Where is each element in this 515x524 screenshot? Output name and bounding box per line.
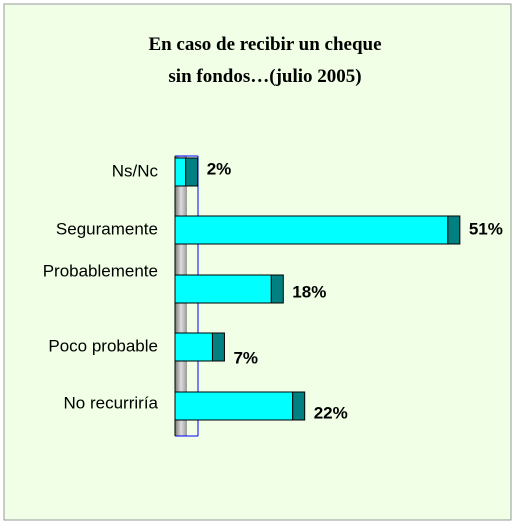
value-label: 51% [469, 219, 503, 238]
category-label: Seguramente [56, 219, 158, 238]
bar-side [185, 157, 199, 187]
value-label: 18% [292, 282, 326, 301]
value-label: 2% [207, 159, 232, 178]
category-label: Ns/Nc [112, 161, 159, 180]
bar [174, 157, 187, 187]
background [3, 3, 512, 521]
category-label: Probablemente [43, 261, 158, 280]
category-label: Poco probable [48, 336, 158, 355]
bar-side [292, 391, 306, 421]
value-label: 22% [314, 403, 348, 422]
bar [174, 391, 294, 421]
category-label: No recurriría [64, 393, 159, 412]
bar [174, 274, 272, 304]
bar-side [270, 274, 284, 304]
bar-side [447, 215, 461, 245]
bar [174, 332, 213, 362]
value-label: 7% [233, 348, 258, 367]
bar-side [211, 332, 225, 362]
bar [174, 215, 449, 245]
chart-title: En caso de recibir un cheque sin fondos…(… [148, 34, 381, 87]
